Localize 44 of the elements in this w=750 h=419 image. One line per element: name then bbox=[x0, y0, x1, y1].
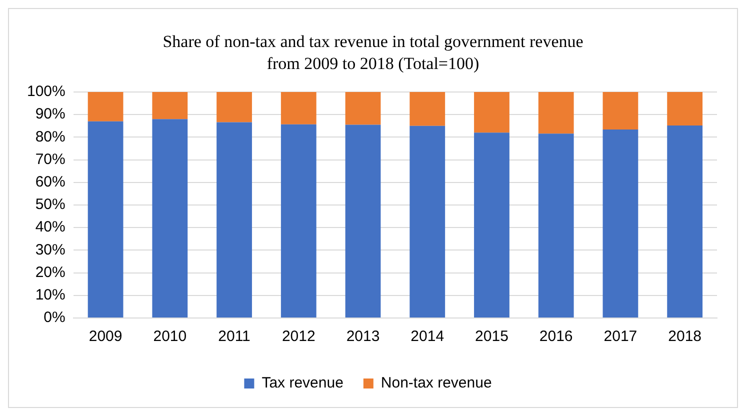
x-tick-label: 2017 bbox=[604, 328, 638, 346]
bar bbox=[88, 92, 124, 122]
x-tick-label: 2014 bbox=[410, 328, 444, 346]
bar bbox=[280, 124, 316, 318]
bar bbox=[667, 125, 703, 318]
bar bbox=[345, 92, 381, 125]
x-tick-label: 2016 bbox=[539, 328, 573, 346]
y-tick-label: 80% bbox=[35, 128, 66, 146]
bar bbox=[410, 126, 446, 318]
bar bbox=[410, 92, 446, 126]
bar bbox=[602, 130, 638, 318]
legend-label: Non-tax revenue bbox=[380, 374, 492, 392]
bar bbox=[88, 121, 124, 318]
bar bbox=[345, 124, 381, 318]
bar bbox=[280, 92, 316, 124]
legend-label: Tax revenue bbox=[262, 374, 344, 392]
y-tick-label: 70% bbox=[35, 150, 66, 168]
bar bbox=[152, 92, 188, 120]
bar bbox=[602, 92, 638, 130]
x-tick-label: 2010 bbox=[153, 328, 187, 346]
y-tick-label: 40% bbox=[35, 218, 66, 236]
y-tick-label: 10% bbox=[35, 286, 66, 304]
y-tick-label: 0% bbox=[44, 309, 66, 326]
bar bbox=[474, 132, 510, 318]
x-tick-label: 2011 bbox=[218, 328, 250, 346]
x-tick-label: 2013 bbox=[346, 328, 380, 346]
y-tick-label: 20% bbox=[35, 264, 66, 281]
x-tick-label: 2009 bbox=[88, 328, 122, 346]
bar bbox=[538, 92, 574, 134]
bar bbox=[152, 119, 188, 318]
x-tick-label: 2015 bbox=[475, 328, 508, 346]
y-tick-label: 50% bbox=[35, 196, 66, 214]
y-tick-label: 90% bbox=[35, 106, 66, 123]
y-tick-label: 60% bbox=[35, 174, 66, 191]
bar bbox=[216, 92, 252, 122]
y-tick-label: 100% bbox=[26, 83, 66, 100]
bar bbox=[216, 122, 252, 318]
chart-title: Share of non-tax and tax revenue in total government revenue from 2009 to 2018 (Total=100) bbox=[162, 31, 584, 75]
x-tick-label: 2018 bbox=[668, 328, 702, 346]
bar bbox=[667, 92, 703, 126]
bar bbox=[538, 134, 574, 318]
x-tick-label: 2012 bbox=[282, 328, 316, 346]
bar bbox=[474, 92, 510, 133]
y-tick-label: 30% bbox=[35, 241, 66, 258]
